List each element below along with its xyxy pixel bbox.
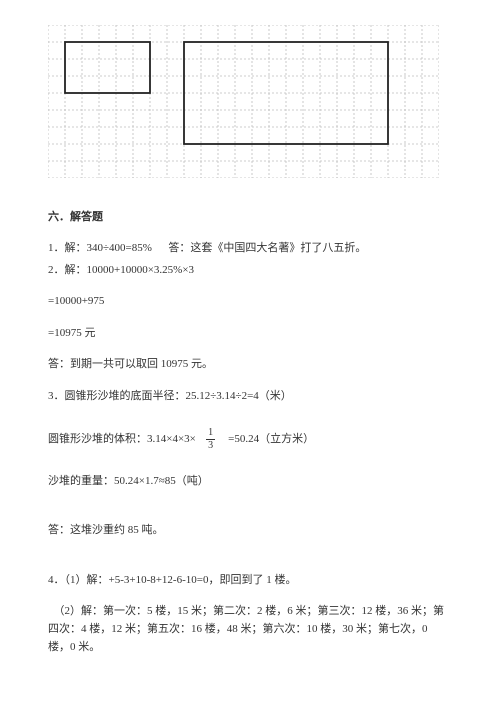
p2-line-a: 2．解：10000+10000×3.25%×3 [48,262,452,280]
p4-line-b: （2）解：第一次：5 楼，15 米；第二次：2 楼，6 米；第三次：12 楼，3… [48,603,452,656]
p3-answer: 答：这堆沙重约 85 吨。 [48,522,452,540]
problem-1: 1．解：340÷400=85% 答：这套《中国四大名著》打了八五折。 [48,240,452,258]
p2-answer: 答：到期一共可以取回 10975 元。 [48,356,452,374]
p3-b-pre: 圆锥形沙堆的体积：3.14×4×3× [48,433,196,445]
p3-line-a: 3．圆锥形沙堆的底面半径：25.12÷3.14÷2=4（米） [48,388,452,406]
p3-b-post: =50.24（立方米） [228,433,314,445]
frac-den: 3 [206,440,215,451]
p4-line-a: 4．（1）解：+5-3+10-8+12-6-10=0，即回到了 1 楼。 [48,572,452,590]
p1-expr: 1．解：340÷400=85% [48,242,152,254]
p3-line-b: 圆锥形沙堆的体积：3.14×4×3× 1 3 =50.24（立方米） [48,428,452,451]
p1-answer: 答：这套《中国四大名著》打了八五折。 [168,242,366,254]
p3-line-c: 沙堆的重量：50.24×1.7≈85（吨） [48,473,452,491]
frac-num: 1 [206,428,215,440]
section-heading: 六．解答题 [48,208,452,224]
grid-svg [48,25,439,178]
grid-diagram [48,25,452,178]
p2-line-c: =10975 元 [48,325,452,343]
fraction-one-third: 1 3 [204,428,217,451]
p2-line-b: =10000+975 [48,293,452,311]
